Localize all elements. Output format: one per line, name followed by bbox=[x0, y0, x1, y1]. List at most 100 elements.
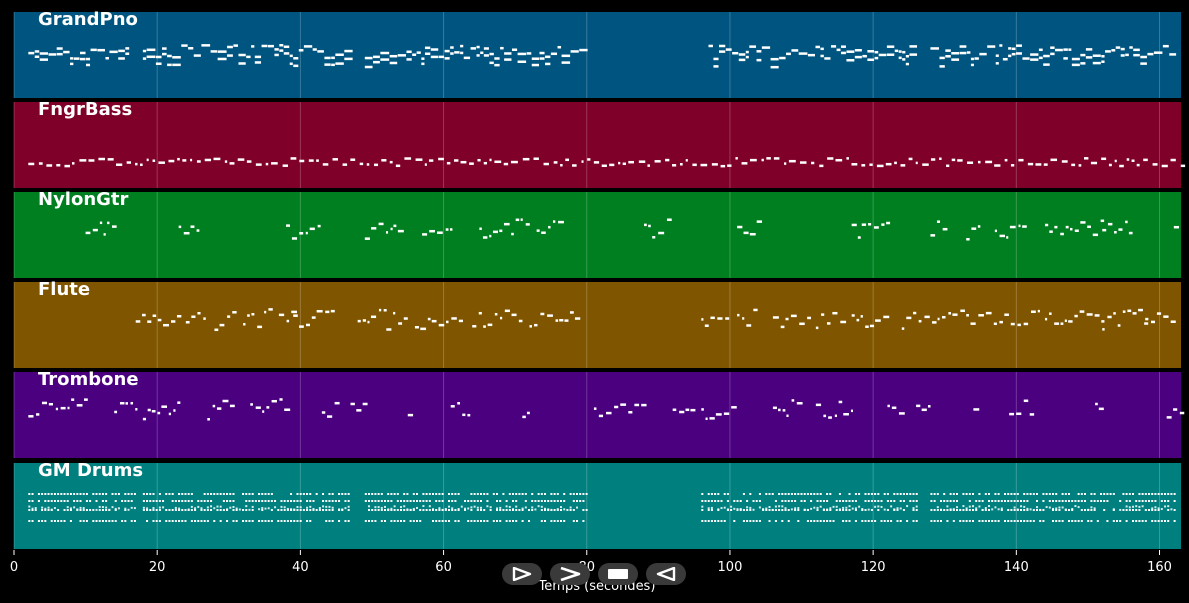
note bbox=[994, 500, 997, 502]
note bbox=[279, 49, 284, 52]
note bbox=[486, 520, 489, 522]
note bbox=[409, 509, 412, 511]
note bbox=[898, 50, 902, 53]
note bbox=[564, 319, 569, 322]
note bbox=[312, 500, 315, 502]
note bbox=[79, 493, 82, 495]
note bbox=[1173, 509, 1176, 511]
note bbox=[390, 507, 393, 510]
note bbox=[956, 493, 959, 495]
note bbox=[454, 51, 460, 54]
note bbox=[430, 48, 439, 51]
note bbox=[251, 45, 255, 48]
note bbox=[1068, 493, 1071, 495]
note bbox=[290, 500, 293, 502]
note bbox=[972, 509, 975, 511]
note bbox=[328, 520, 331, 522]
note bbox=[419, 520, 422, 522]
note bbox=[899, 507, 902, 510]
note bbox=[731, 406, 737, 409]
note bbox=[212, 404, 216, 408]
stop-button[interactable] bbox=[598, 563, 638, 585]
note bbox=[37, 500, 40, 502]
note bbox=[57, 500, 60, 502]
note bbox=[406, 509, 409, 511]
note bbox=[63, 493, 66, 495]
note bbox=[168, 509, 171, 511]
note bbox=[939, 157, 942, 161]
note bbox=[781, 500, 784, 502]
note bbox=[298, 49, 304, 52]
note bbox=[550, 52, 558, 56]
note bbox=[867, 58, 875, 62]
note bbox=[384, 505, 387, 508]
note bbox=[450, 228, 453, 231]
note bbox=[525, 223, 530, 226]
note bbox=[780, 325, 785, 329]
note bbox=[1080, 493, 1083, 495]
note bbox=[774, 509, 777, 511]
note bbox=[245, 505, 248, 508]
note bbox=[188, 47, 194, 50]
note bbox=[966, 314, 969, 317]
note bbox=[790, 500, 793, 502]
note bbox=[582, 500, 585, 502]
note bbox=[1055, 48, 1063, 52]
note bbox=[44, 500, 47, 502]
note bbox=[39, 52, 48, 55]
note bbox=[44, 493, 47, 495]
note bbox=[912, 509, 915, 511]
note bbox=[371, 509, 374, 511]
note bbox=[41, 401, 48, 405]
track-background bbox=[14, 372, 1181, 458]
note bbox=[707, 500, 710, 502]
note bbox=[738, 53, 746, 56]
note bbox=[441, 493, 444, 495]
note bbox=[331, 493, 334, 495]
note bbox=[851, 314, 855, 317]
track-background bbox=[14, 192, 1181, 278]
note bbox=[380, 493, 383, 495]
note bbox=[480, 509, 483, 511]
note bbox=[832, 505, 835, 508]
track-background bbox=[14, 282, 1181, 368]
note bbox=[139, 163, 143, 167]
note bbox=[930, 500, 933, 502]
note bbox=[774, 505, 777, 508]
note bbox=[544, 520, 547, 522]
note bbox=[756, 220, 763, 223]
note bbox=[1144, 322, 1149, 325]
note bbox=[997, 493, 1000, 495]
note bbox=[785, 317, 789, 321]
note bbox=[34, 50, 40, 53]
note bbox=[55, 407, 59, 411]
note bbox=[194, 507, 197, 510]
note bbox=[896, 509, 899, 511]
note bbox=[945, 55, 951, 58]
note bbox=[222, 509, 225, 511]
note bbox=[494, 57, 500, 60]
note bbox=[972, 493, 975, 495]
note bbox=[1016, 493, 1019, 495]
note bbox=[520, 218, 523, 221]
note bbox=[28, 415, 34, 418]
note bbox=[325, 509, 328, 511]
note bbox=[867, 508, 870, 511]
note bbox=[1144, 500, 1147, 502]
note bbox=[393, 520, 396, 522]
note bbox=[912, 493, 915, 495]
note bbox=[991, 520, 994, 522]
note bbox=[325, 310, 330, 314]
next-button[interactable] bbox=[550, 563, 590, 585]
note bbox=[634, 403, 640, 407]
note bbox=[959, 509, 962, 511]
note bbox=[306, 509, 309, 511]
note bbox=[576, 493, 579, 495]
note bbox=[1036, 509, 1039, 511]
note bbox=[167, 63, 172, 67]
reverse-button[interactable] bbox=[646, 563, 686, 585]
note bbox=[966, 238, 970, 241]
note bbox=[165, 493, 168, 495]
play-button[interactable] bbox=[502, 563, 542, 585]
note bbox=[1116, 520, 1119, 522]
